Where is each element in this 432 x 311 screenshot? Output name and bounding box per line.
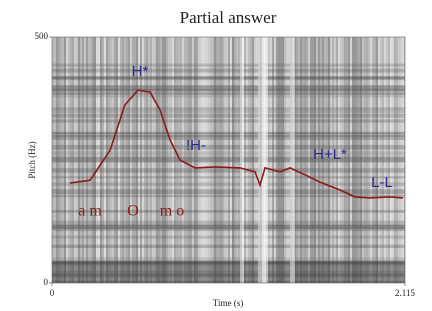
spectrogram-band [52, 257, 405, 261]
spectrogram-band [52, 76, 405, 79]
y-tick-label: 500 [35, 31, 49, 41]
x-tick-label: 2.115 [395, 288, 415, 298]
spectrogram-band [52, 114, 405, 118]
spectrogram-gap [240, 37, 244, 283]
spectrogram-band [52, 210, 405, 213]
segment-label: a m [78, 203, 102, 220]
spectrogram-band [52, 168, 405, 173]
tone-label: !H- [186, 137, 206, 154]
chart: Partial answer Pitch (Hz) Time (s) 0 500 0… [0, 0, 432, 311]
spectrogram-band [52, 89, 405, 95]
spectrogram-band [52, 182, 405, 186]
x-axis-label: Time (s) [213, 298, 243, 308]
spectrogram-band [52, 119, 405, 122]
spectrogram-band [52, 145, 405, 150]
tone-label: L-L [371, 174, 393, 191]
x-tick-label: 0 [50, 288, 55, 298]
spectrogram-gap [290, 37, 295, 283]
spectrogram-band [52, 227, 405, 231]
spectrogram-band [52, 245, 405, 248]
spectrogram-band [52, 107, 405, 109]
spectrogram-gap [262, 37, 268, 283]
spectrogram [52, 37, 406, 286]
spectrogram-band [52, 110, 405, 113]
spectrogram-band [52, 64, 405, 67]
y-axis-label: Pitch (Hz) [27, 141, 37, 178]
spectrogram-band [52, 236, 405, 239]
tone-label: H+L* [313, 146, 347, 163]
spectrogram-band [52, 189, 405, 194]
spectrogram-floor [52, 261, 405, 283]
spectrogram-band [52, 69, 405, 73]
y-tick-label: 0 [44, 277, 49, 287]
segment-label: O [127, 203, 139, 220]
spectrogram-band [52, 176, 405, 178]
segment-label: m o [160, 203, 184, 220]
tone-label: H* [132, 63, 149, 80]
chart-title: Partial answer [180, 8, 277, 27]
spectrogram-band [52, 151, 405, 155]
spectrogram-band [52, 133, 405, 137]
